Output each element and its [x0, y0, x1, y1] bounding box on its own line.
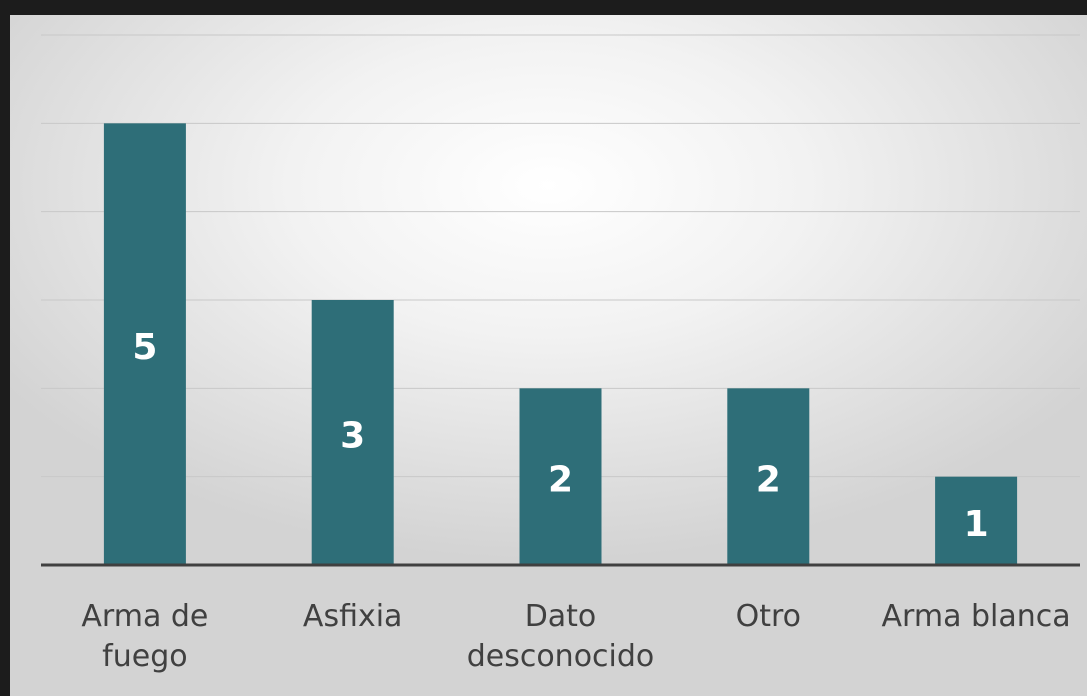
- data-label: 1: [964, 504, 989, 545]
- x-tick-label: Asfixia: [302, 599, 403, 634]
- chart-panel: [10, 15, 1087, 696]
- x-tick-label: Otro: [735, 599, 801, 634]
- data-label: 3: [340, 416, 365, 457]
- x-tick-label: Arma de fuego: [81, 599, 209, 674]
- x-tick-label: Arma blanca: [881, 599, 1071, 634]
- bar: [727, 388, 810, 565]
- bar: [103, 123, 186, 565]
- bar: [519, 388, 602, 565]
- bar: [311, 300, 394, 565]
- data-label: 2: [756, 460, 781, 501]
- x-tick-label: Dato desconocido: [466, 599, 655, 674]
- data-label: 5: [132, 327, 157, 368]
- bar: [935, 476, 1018, 565]
- data-label: 2: [548, 460, 573, 501]
